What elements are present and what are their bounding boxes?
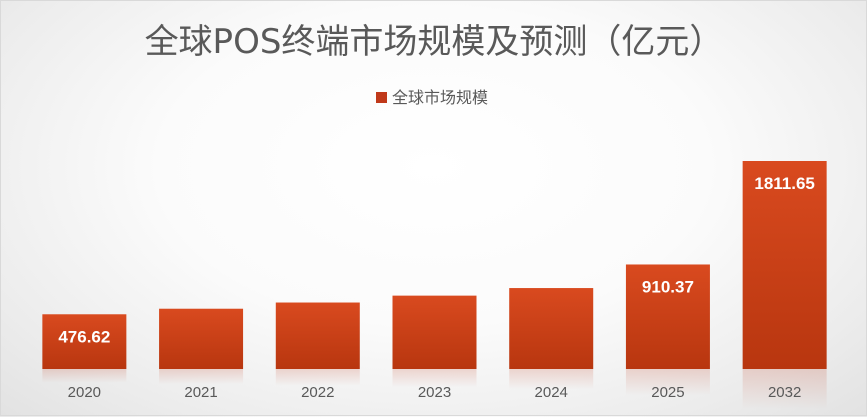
x-tick-label-2025: 2025 — [651, 384, 684, 401]
bar-2020 — [42, 314, 127, 369]
bar-2024 — [509, 288, 594, 369]
x-tick-label-2024: 2024 — [535, 384, 568, 401]
bar-2023 — [392, 295, 477, 369]
x-tick-label-2021: 2021 — [184, 384, 217, 401]
x-tick-label-2020: 2020 — [68, 384, 101, 401]
x-tick-label-2023: 2023 — [418, 384, 451, 401]
bar-reflection — [392, 369, 477, 388]
bar-2032 — [742, 161, 827, 369]
legend: 全球市场规模 — [376, 88, 488, 107]
legend-label: 全球市场规模 — [392, 88, 488, 107]
bar-reflection — [42, 369, 127, 383]
data-labels-layer: 476.62 910.37 1811.65 — [58, 174, 815, 346]
bar-2025 — [625, 264, 710, 369]
bar-reflection — [275, 369, 360, 386]
bars-layer — [42, 161, 827, 409]
bar-2021 — [159, 308, 244, 369]
x-tick-label-2022: 2022 — [301, 384, 334, 401]
data-label-2020: 476.62 — [58, 327, 110, 346]
chart-title: 全球POS终端市场规模及预测（亿元） — [145, 22, 724, 62]
x-axis-ticks: 2020 2021 2022 2023 2024 2025 2032 — [68, 384, 802, 401]
data-label-2032: 1811.65 — [754, 174, 815, 193]
x-tick-label-2032: 2032 — [768, 384, 801, 401]
bar-reflection — [509, 369, 594, 390]
legend-marker — [376, 92, 387, 103]
bar-reflection — [742, 369, 827, 409]
bar-2022 — [275, 302, 360, 369]
bar-reflection — [159, 369, 244, 385]
bar-reflection — [625, 369, 710, 396]
data-label-2025: 910.37 — [642, 277, 694, 296]
